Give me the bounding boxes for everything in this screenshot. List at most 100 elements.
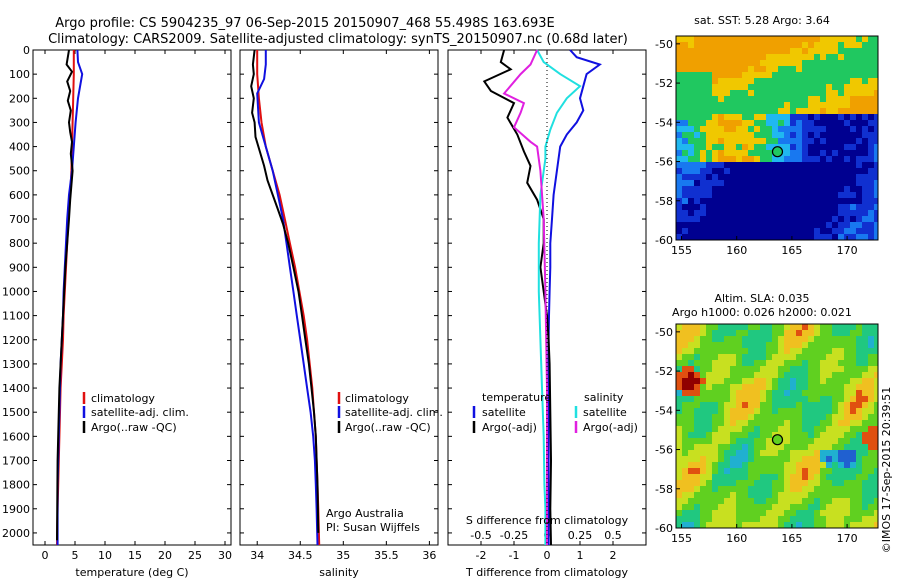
sst-cell bbox=[838, 204, 845, 211]
sst-cell bbox=[826, 210, 833, 217]
sla-cell bbox=[760, 438, 767, 445]
sst-cell bbox=[784, 102, 791, 109]
sst-cell bbox=[736, 234, 743, 241]
sst-cell bbox=[730, 132, 737, 139]
sla-cell bbox=[784, 372, 791, 379]
x-tick-label: 35.5 bbox=[374, 549, 399, 562]
sla-cell bbox=[694, 510, 701, 517]
sla-cell bbox=[718, 468, 725, 475]
sla-cell bbox=[826, 480, 833, 487]
sla-cell bbox=[736, 372, 743, 379]
sla-cell bbox=[856, 438, 863, 445]
sla-cell bbox=[694, 336, 701, 343]
sla-cell bbox=[760, 474, 767, 481]
sst-cell bbox=[766, 90, 773, 97]
sla-cell bbox=[712, 360, 719, 367]
sst-cell bbox=[688, 150, 695, 157]
sst-cell bbox=[802, 204, 809, 211]
sla-cell bbox=[688, 504, 695, 511]
sla-cell bbox=[760, 384, 767, 391]
sst-cell bbox=[730, 222, 737, 229]
sla-cell bbox=[772, 396, 779, 403]
sst-cell bbox=[676, 204, 683, 211]
sla-cell bbox=[742, 462, 749, 469]
sst-cell bbox=[790, 72, 797, 79]
sla-cell bbox=[724, 390, 731, 397]
sst-cell bbox=[694, 102, 701, 109]
sla-cell bbox=[874, 360, 879, 367]
sst-cell bbox=[832, 54, 839, 61]
sla-cell bbox=[862, 360, 869, 367]
sst-cell bbox=[736, 120, 743, 127]
sst-cell bbox=[826, 96, 833, 103]
sst-cell bbox=[748, 162, 755, 169]
sla-cell bbox=[700, 354, 707, 361]
sst-cell bbox=[790, 84, 797, 91]
sla-cell bbox=[802, 456, 809, 463]
sst-cell bbox=[862, 150, 869, 157]
sla-cell bbox=[844, 462, 851, 469]
sst-cell bbox=[676, 168, 683, 175]
sla-cell bbox=[718, 420, 725, 427]
sst-cell bbox=[802, 48, 809, 55]
sla-cell bbox=[706, 414, 713, 421]
sst-cell bbox=[814, 36, 821, 43]
sst-cell bbox=[748, 96, 755, 103]
sst-cell bbox=[832, 42, 839, 49]
sla-cell bbox=[868, 372, 875, 379]
y-tick-label: 1700 bbox=[2, 454, 30, 467]
sla-cell bbox=[778, 486, 785, 493]
sst-cell bbox=[766, 132, 773, 139]
sst-cell bbox=[820, 162, 827, 169]
sla-cell bbox=[820, 396, 827, 403]
sla-cell bbox=[802, 366, 809, 373]
sla-cell bbox=[718, 360, 725, 367]
sst-cell bbox=[874, 198, 879, 205]
sla-cell bbox=[796, 348, 803, 355]
sla-cell bbox=[682, 342, 689, 349]
sst-cell bbox=[874, 42, 879, 49]
sla-cell bbox=[700, 480, 707, 487]
sst-cell bbox=[676, 144, 683, 151]
sla-cell bbox=[754, 432, 761, 439]
sla-cell bbox=[844, 468, 851, 475]
sst-cell bbox=[742, 198, 749, 205]
sla-cell bbox=[712, 474, 719, 481]
sla-cell bbox=[856, 342, 863, 349]
sst-cell bbox=[796, 222, 803, 229]
sst-cell bbox=[838, 186, 845, 193]
sst-cell bbox=[868, 72, 875, 79]
sla-cell bbox=[736, 408, 743, 415]
sla-cell bbox=[826, 426, 833, 433]
sla-cell bbox=[832, 468, 839, 475]
sla-cell bbox=[796, 330, 803, 337]
sla-cell bbox=[820, 402, 827, 409]
sst-cell bbox=[724, 42, 731, 49]
sla-cell bbox=[778, 498, 785, 505]
sst-map-title: sat. SST: 5.28 Argo: 3.64 bbox=[694, 14, 830, 27]
sst-cell bbox=[706, 162, 713, 169]
sla-cell bbox=[682, 360, 689, 367]
sla-cell bbox=[700, 372, 707, 379]
sst-cell bbox=[820, 66, 827, 73]
sla-cell bbox=[832, 348, 839, 355]
sst-cell bbox=[778, 72, 785, 79]
sla-cell bbox=[724, 486, 731, 493]
sst-cell bbox=[694, 42, 701, 49]
sla-cell bbox=[790, 342, 797, 349]
sst-cell bbox=[796, 198, 803, 205]
sst-cell bbox=[736, 114, 743, 121]
sst-cell bbox=[676, 192, 683, 199]
sst-cell bbox=[874, 192, 879, 199]
sla-cell bbox=[778, 426, 785, 433]
sst-cell bbox=[718, 222, 725, 229]
sla-cell bbox=[808, 402, 815, 409]
sla-cell bbox=[838, 468, 845, 475]
sst-cell bbox=[778, 66, 785, 73]
sla-cell bbox=[766, 474, 773, 481]
sla-cell bbox=[838, 402, 845, 409]
sst-cell bbox=[790, 138, 797, 145]
sst-cell bbox=[682, 60, 689, 67]
sst-cell bbox=[844, 78, 851, 85]
